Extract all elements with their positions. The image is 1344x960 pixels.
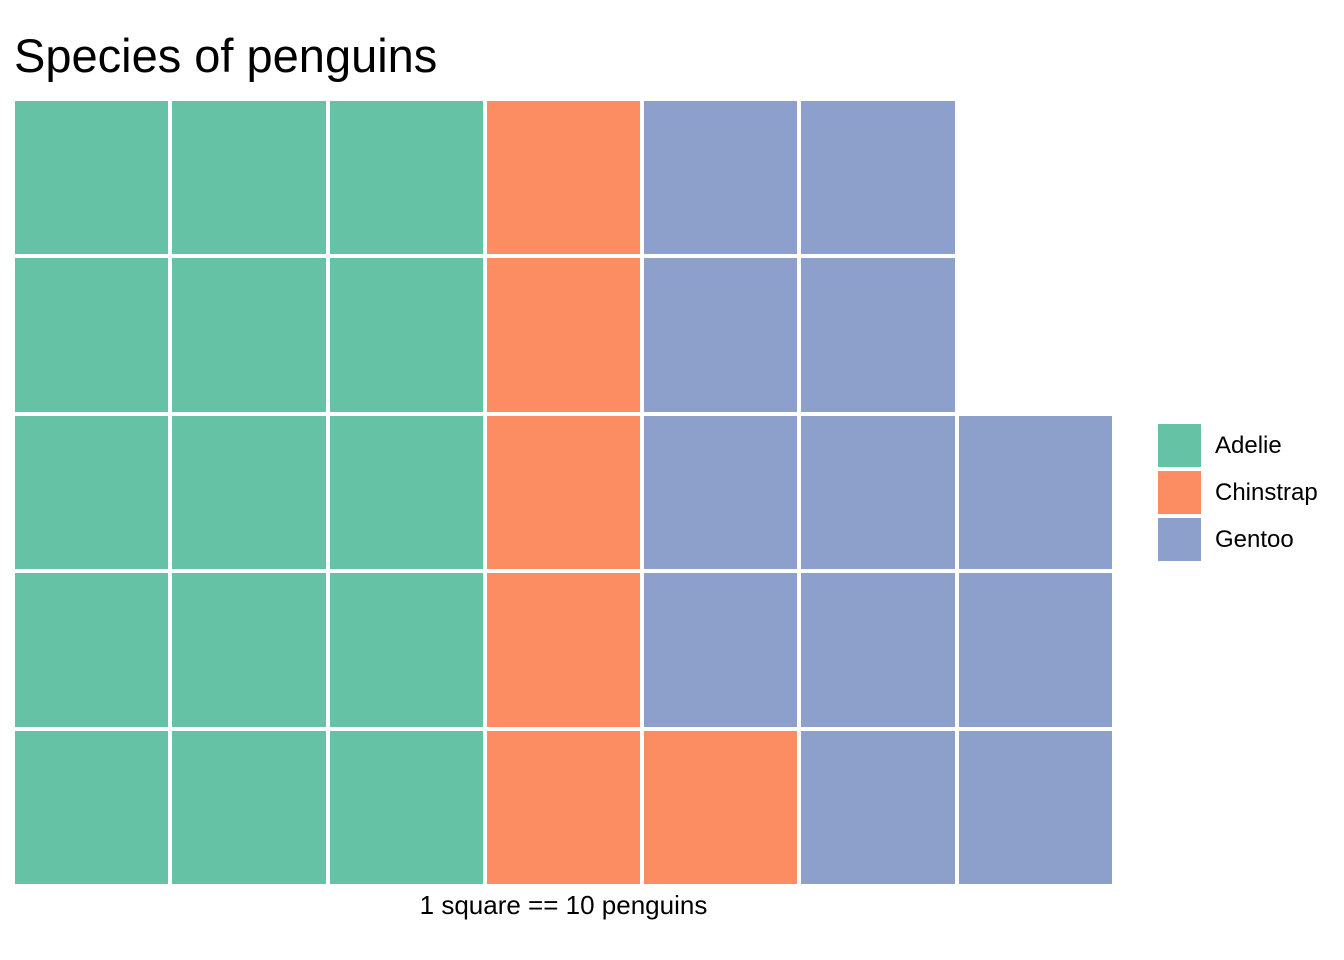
- waffle-cell-adelie: [172, 573, 326, 727]
- waffle-cell-empty: [959, 258, 1112, 411]
- waffle-cell-adelie: [15, 415, 169, 570]
- waffle-cell-chinstrap: [486, 101, 641, 255]
- waffle-cell-adelie: [15, 573, 169, 727]
- waffle-cell-adelie: [329, 573, 483, 727]
- waffle-cell-adelie: [329, 415, 483, 570]
- legend-swatch-chinstrap: [1158, 471, 1201, 514]
- waffle-cell-gentoo: [958, 730, 1112, 884]
- waffle-cell-adelie: [329, 101, 483, 255]
- chart-title: Species of penguins: [14, 29, 438, 82]
- waffle-cell-adelie: [329, 730, 483, 884]
- waffle-cell-gentoo: [801, 258, 955, 412]
- waffle-cell-gentoo: [801, 730, 955, 884]
- waffle-cell-adelie: [15, 258, 169, 412]
- waffle-cell-chinstrap: [486, 258, 641, 412]
- waffle-cell-adelie: [15, 101, 169, 255]
- waffle-cell-chinstrap: [486, 573, 641, 727]
- legend: Adelie Chinstrap Gentoo: [1158, 424, 1318, 561]
- waffle-cell-gentoo: [958, 573, 1112, 727]
- legend-swatch-adelie: [1158, 424, 1201, 467]
- waffle-cell-adelie: [172, 415, 326, 570]
- waffle-cell-chinstrap: [486, 415, 641, 570]
- waffle-cell-gentoo: [801, 573, 955, 727]
- legend-item-adelie: Adelie: [1158, 424, 1318, 467]
- waffle-cell-adelie: [172, 730, 326, 884]
- waffle-cell-gentoo: [644, 573, 798, 727]
- waffle-cell-gentoo: [958, 415, 1112, 570]
- waffle-cell-adelie: [172, 258, 326, 412]
- waffle-grid: [15, 101, 1112, 884]
- waffle-cell-adelie: [329, 258, 483, 412]
- legend-label-gentoo: Gentoo: [1215, 525, 1294, 553]
- waffle-cell-adelie: [172, 101, 326, 255]
- waffle-cell-gentoo: [644, 101, 798, 255]
- waffle-cell-chinstrap: [486, 730, 641, 884]
- waffle-cell-chinstrap: [644, 730, 798, 884]
- waffle-cell-gentoo: [801, 101, 955, 255]
- waffle-cell-adelie: [15, 730, 169, 884]
- legend-swatch-gentoo: [1158, 518, 1201, 561]
- waffle-cell-empty: [959, 101, 1112, 254]
- waffle-cell-gentoo: [644, 415, 798, 570]
- legend-item-chinstrap: Chinstrap: [1158, 471, 1318, 514]
- legend-label-chinstrap: Chinstrap: [1215, 478, 1318, 506]
- legend-item-gentoo: Gentoo: [1158, 518, 1318, 561]
- waffle-cell-gentoo: [644, 258, 798, 412]
- caption: 1 square == 10 penguins: [419, 890, 708, 920]
- waffle-cell-gentoo: [801, 415, 955, 570]
- legend-label-adelie: Adelie: [1215, 431, 1282, 459]
